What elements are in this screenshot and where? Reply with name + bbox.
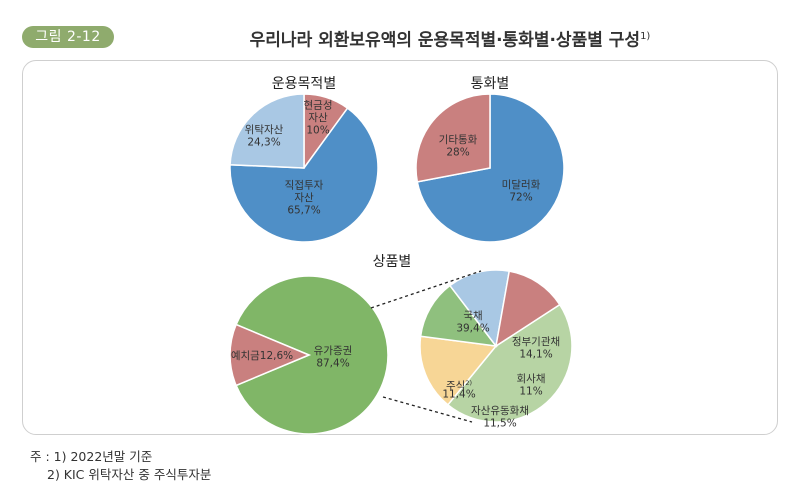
pie-slice-label: 예치금12,6% xyxy=(231,349,293,362)
figure-label: 그림 2-12 xyxy=(22,26,114,48)
footnote-2: 2) KIC 위탁자산 중 주식투자분 xyxy=(47,467,212,482)
breakdown-connectors xyxy=(370,270,482,423)
pie-slice xyxy=(229,93,305,169)
pie-slice-label: 자산유동화채 11,5% xyxy=(471,405,529,430)
pie-slice-label: 위탁자산 24,3% xyxy=(245,123,284,149)
pie-slice xyxy=(229,107,379,243)
pie-title: 상품별 xyxy=(373,254,412,270)
pie-title: 운용목적별 xyxy=(272,76,336,92)
pie-slice xyxy=(448,269,511,348)
pie-slice xyxy=(235,275,389,435)
pie-slice-label: 국채 39,4% xyxy=(456,310,489,335)
pie-slice-label: 현금성 자산 10% xyxy=(304,100,333,137)
pie-title: 통화별 xyxy=(471,76,510,92)
pie-chart-4: 국채 39,4% 정부기관채 14,1% 회사채 11% 자산유동화채 11,5% 주식2) 11… xyxy=(419,269,573,430)
chart-frame xyxy=(22,60,778,435)
pie-slice-label: 직접투자 자산 65,7% xyxy=(285,180,324,217)
pie-slice-label: 유가증권 87,4% xyxy=(314,345,353,370)
pie-slice-label: 회사채 11% xyxy=(517,373,546,398)
pie-slice xyxy=(229,323,311,387)
pie-slice xyxy=(494,270,561,348)
pie-slice-label: 기타통화 28% xyxy=(439,134,478,159)
pie-slice-label: 정부기관채 14,1% xyxy=(512,336,560,361)
pie-slice-label: 주식2) 11,4% xyxy=(442,379,475,401)
pie-slice xyxy=(419,284,498,347)
pie-slice xyxy=(446,303,573,423)
pie-slice-label: 미달러화 72% xyxy=(502,179,541,204)
footnotes: 주 : 1) 2022년말 기준 2) KIC 위탁자산 중 주식투자분 xyxy=(30,448,211,484)
figure-title-text: 우리나라 외환보유액의 운용목적별·통화별·상품별 구성 xyxy=(249,30,641,51)
figure-title: 우리나라 외환보유액의 운용목적별·통화별·상품별 구성1) xyxy=(150,24,750,54)
figure-title-footnote: 1) xyxy=(640,31,651,42)
pie-slice xyxy=(415,93,491,183)
footnote-1: 주 : 1) 2022년말 기준 xyxy=(30,449,153,464)
pie-slice xyxy=(419,335,498,406)
